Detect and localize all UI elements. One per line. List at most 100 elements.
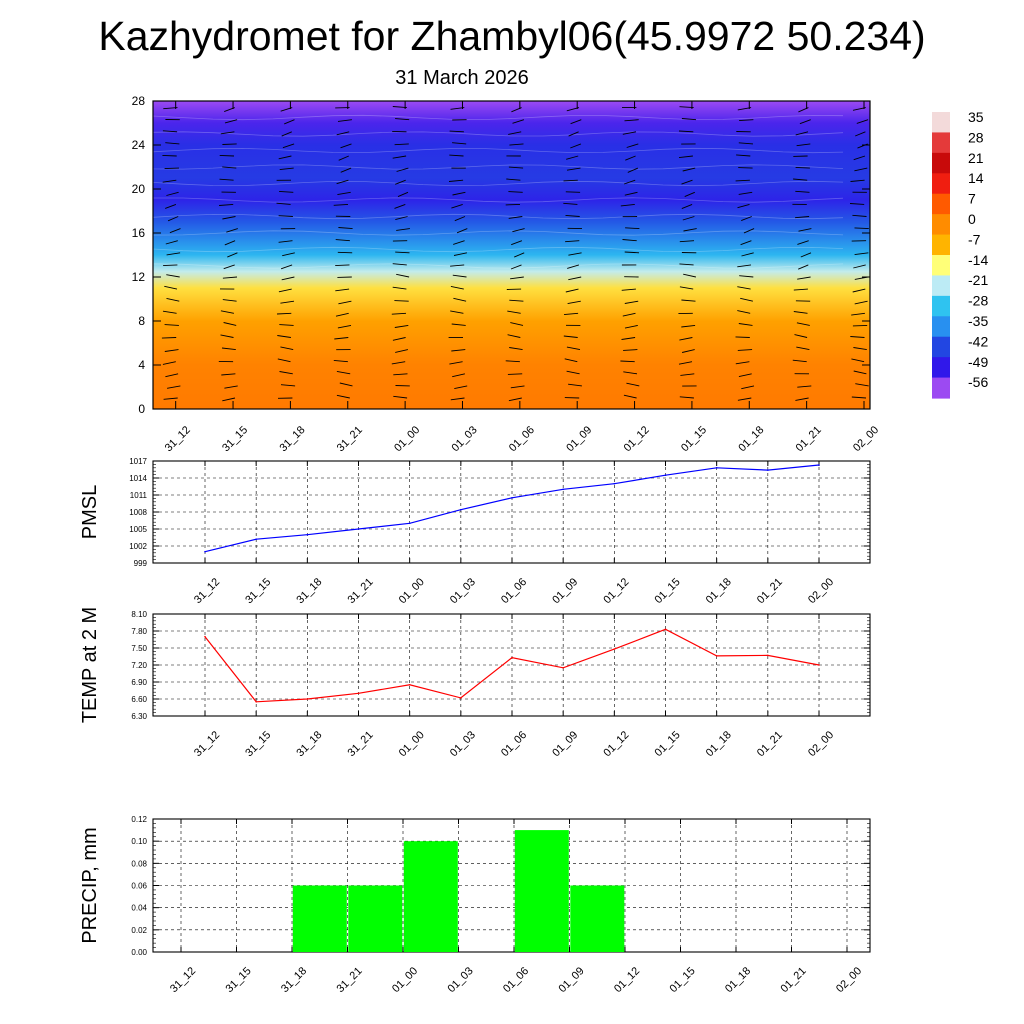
wind-barb xyxy=(280,346,294,351)
series-point xyxy=(255,538,257,540)
series-point xyxy=(306,533,309,536)
x-tick-label: 01_00 xyxy=(390,965,420,995)
wind-barb xyxy=(737,310,751,314)
y-tick-label: 0 xyxy=(138,402,145,416)
wind-barb xyxy=(167,216,179,222)
wind-barb xyxy=(337,251,353,254)
wind-barb xyxy=(340,167,352,173)
y-tick-label: 1011 xyxy=(130,491,148,500)
isotherm xyxy=(152,147,844,154)
wind-barb xyxy=(736,154,751,157)
vertical-profile-panel: 0 4 8 12 16 20 24 28 31_12 31_15 31_18 31_21 01_00 01… xyxy=(132,94,882,454)
wind-barb xyxy=(792,359,807,363)
wind-barb xyxy=(394,324,409,328)
wind-barb xyxy=(393,373,408,376)
x-tick-label: 31_15 xyxy=(224,965,254,995)
wind-barb xyxy=(394,300,409,302)
wind-barb xyxy=(450,310,464,314)
wind-barb xyxy=(568,252,582,256)
wind-barb xyxy=(853,155,866,161)
wind-barb xyxy=(282,143,295,149)
wind-barb xyxy=(277,335,291,338)
wind-barb xyxy=(449,154,464,157)
wind-barb xyxy=(684,191,695,198)
wind-barb xyxy=(795,131,809,136)
wind-barb xyxy=(567,264,580,269)
wind-barb xyxy=(448,179,464,182)
wind-barb xyxy=(509,347,523,351)
x-tick-label: 31_12 xyxy=(168,965,198,995)
wind-barb xyxy=(278,215,293,217)
wind-barb xyxy=(739,119,754,122)
wind-barb xyxy=(507,310,521,314)
y-tick-label: 1005 xyxy=(129,525,147,534)
wind-barb xyxy=(453,240,465,245)
wind-barb xyxy=(508,216,523,219)
x-tick-label: 31_15 xyxy=(243,576,273,606)
x-tick-label: 01_06 xyxy=(501,965,531,995)
wind-barb xyxy=(854,227,869,230)
colorbar-label: -21 xyxy=(968,272,988,288)
colorbar-segment xyxy=(932,377,950,399)
y-axis-title: PMSL xyxy=(79,485,101,539)
wind-barb xyxy=(622,131,637,135)
wind-barb xyxy=(509,299,524,302)
wind-barb xyxy=(452,274,467,278)
wind-barb xyxy=(337,191,351,196)
wind-barb xyxy=(451,323,466,326)
colorbar-segment xyxy=(932,295,950,317)
series-point xyxy=(460,508,462,511)
wind-barb xyxy=(853,264,866,269)
series-point xyxy=(818,464,820,466)
panel-frame xyxy=(152,818,871,953)
wind-barb xyxy=(625,155,636,161)
wind-barb xyxy=(396,167,409,172)
wind-barb xyxy=(681,299,696,302)
wind-barb xyxy=(162,310,177,314)
series-point xyxy=(767,654,769,657)
wind-barb xyxy=(796,322,810,326)
wind-barb xyxy=(507,373,523,375)
wind-barb xyxy=(682,216,695,221)
wind-barb xyxy=(623,394,637,399)
wind-barb xyxy=(279,324,294,326)
wind-barb xyxy=(681,349,695,353)
wind-barb xyxy=(741,216,752,222)
wind-barb xyxy=(222,166,237,169)
wind-barb xyxy=(622,239,637,242)
wind-barb xyxy=(336,179,349,185)
series-point xyxy=(562,488,564,491)
wind-barb xyxy=(451,203,463,209)
wind-barb xyxy=(392,337,406,341)
wind-barb xyxy=(507,334,521,338)
wind-barb xyxy=(854,167,868,172)
wind-barb xyxy=(851,396,867,399)
x-tick-label: 01_06 xyxy=(499,576,529,606)
y-tick-label: 4 xyxy=(138,358,145,372)
wind-barb xyxy=(505,360,520,363)
wind-barb xyxy=(223,322,237,326)
wind-barb xyxy=(395,349,408,353)
wind-barb xyxy=(626,382,640,387)
series-point xyxy=(408,684,411,686)
wind-barb xyxy=(854,300,868,305)
colorbar-label: -49 xyxy=(968,354,988,370)
wind-barb xyxy=(282,252,295,257)
pmsl-panel: 1017 1014 1011 1008 1005 1002 999 31_12 31_15 31_… xyxy=(79,457,871,606)
y-tick-label: 16 xyxy=(132,226,146,240)
page-date: 31 March 2026 xyxy=(395,67,529,89)
wind-barb xyxy=(284,119,295,125)
wind-barb xyxy=(625,227,640,230)
wind-barb xyxy=(853,370,867,375)
colorbar-label: -14 xyxy=(968,252,988,268)
x-tick-label: 01_18 xyxy=(736,424,766,454)
x-tick-label: 31_18 xyxy=(294,576,324,606)
x-tick-label: 31_12 xyxy=(163,424,193,454)
wind-barb xyxy=(852,288,866,293)
colorbar-label: 21 xyxy=(968,150,984,166)
wind-barb xyxy=(164,285,178,290)
x-tick-label: 01_09 xyxy=(550,729,580,759)
wind-barb xyxy=(796,346,810,351)
wind-barb xyxy=(226,228,238,233)
